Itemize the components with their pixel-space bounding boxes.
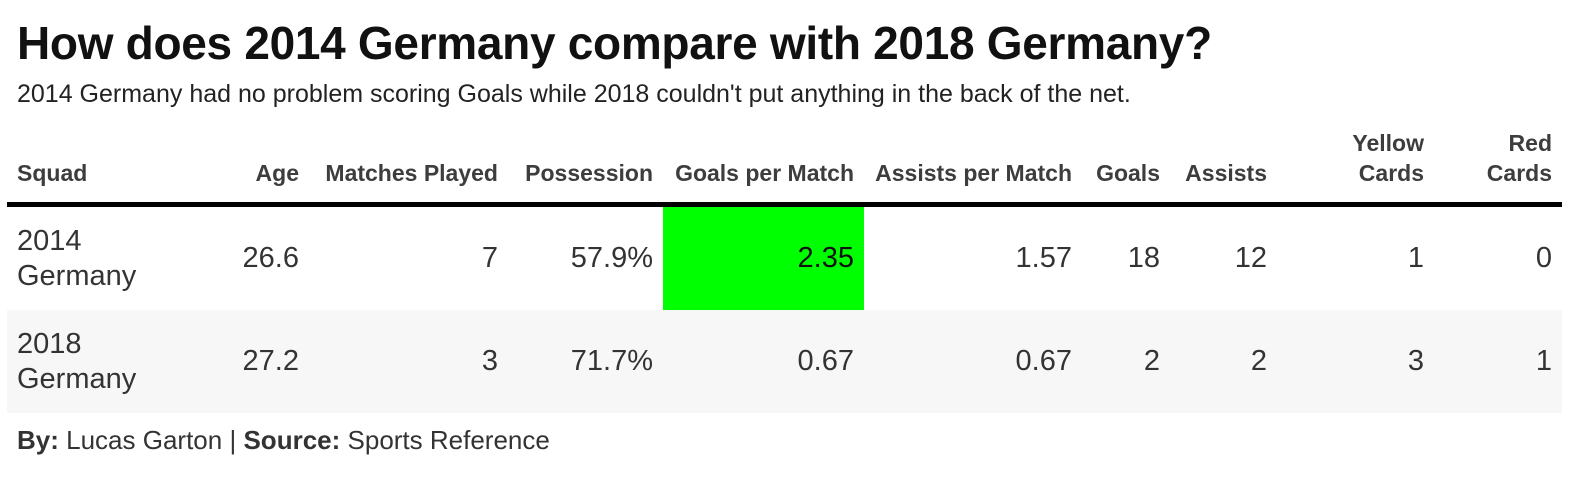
cell-goals: 18: [1127, 242, 1160, 274]
col-header-possession: Possession: [508, 128, 663, 207]
cell-squad: 2014 Germany: [17, 224, 137, 292]
footer-separator: |: [229, 425, 237, 455]
table-header-row: Squad Age Matches Played Possession Goal…: [7, 128, 1562, 207]
cell-assists-per-match: 1.57: [1015, 242, 1072, 274]
col-header-goals-per-match: Goals per Match: [663, 128, 864, 207]
cell-possession: 71.7%: [508, 310, 663, 413]
table-row: 2018 Germany 27.2 3 71.7% 0.67 0.67 2 2 …: [7, 310, 1562, 413]
col-header-age: Age: [167, 128, 309, 207]
cell-assists-per-match: 0.67: [864, 310, 1082, 413]
cell-age: 26.6: [242, 242, 299, 274]
col-header-matches-played: Matches Played: [309, 128, 508, 207]
col-header-goals: Goals: [1082, 128, 1170, 207]
cell-matches-played: 7: [481, 242, 498, 274]
cell-goals-per-match: 0.67: [663, 310, 864, 413]
cell-goals: 2: [1082, 310, 1170, 413]
col-header-red-cards: Red Cards: [1434, 128, 1562, 207]
source-label: Source:: [243, 425, 341, 455]
cell-yellow-cards: 1: [1407, 242, 1424, 274]
page-title: How does 2014 Germany compare with 2018 …: [17, 17, 1212, 69]
cell-age: 27.2: [167, 310, 309, 413]
author-name: Lucas Garton: [66, 425, 223, 455]
col-header-assists-per-match: Assists per Match: [864, 128, 1082, 207]
cell-goals-per-match-highlighted: 2.35: [663, 204, 864, 310]
cell-red-cards: 0: [1535, 242, 1552, 274]
cell-red-cards: 1: [1434, 310, 1562, 413]
cell-matches-played: 3: [309, 310, 508, 413]
comparison-table: Squad Age Matches Played Possession Goal…: [7, 128, 1562, 413]
table-row: 2014 Germany 26.6 7 57.9% 2.35 1.57 18 1…: [7, 204, 1562, 310]
cell-yellow-cards: 3: [1277, 310, 1434, 413]
col-header-squad: Squad: [7, 128, 167, 207]
cell-assists: 2: [1170, 310, 1277, 413]
col-header-yellow-cards: Yellow Cards: [1277, 128, 1434, 207]
cell-squad: 2018 Germany: [7, 310, 167, 413]
source-footer: By: Lucas Garton | Source: Sports Refere…: [17, 425, 550, 456]
source-name: Sports Reference: [347, 425, 550, 455]
by-label: By:: [17, 425, 59, 455]
cell-assists: 12: [1234, 242, 1267, 274]
col-header-assists: Assists: [1170, 128, 1277, 207]
cell-possession: 57.9%: [570, 242, 653, 274]
page-subtitle: 2014 Germany had no problem scoring Goal…: [17, 80, 1131, 108]
